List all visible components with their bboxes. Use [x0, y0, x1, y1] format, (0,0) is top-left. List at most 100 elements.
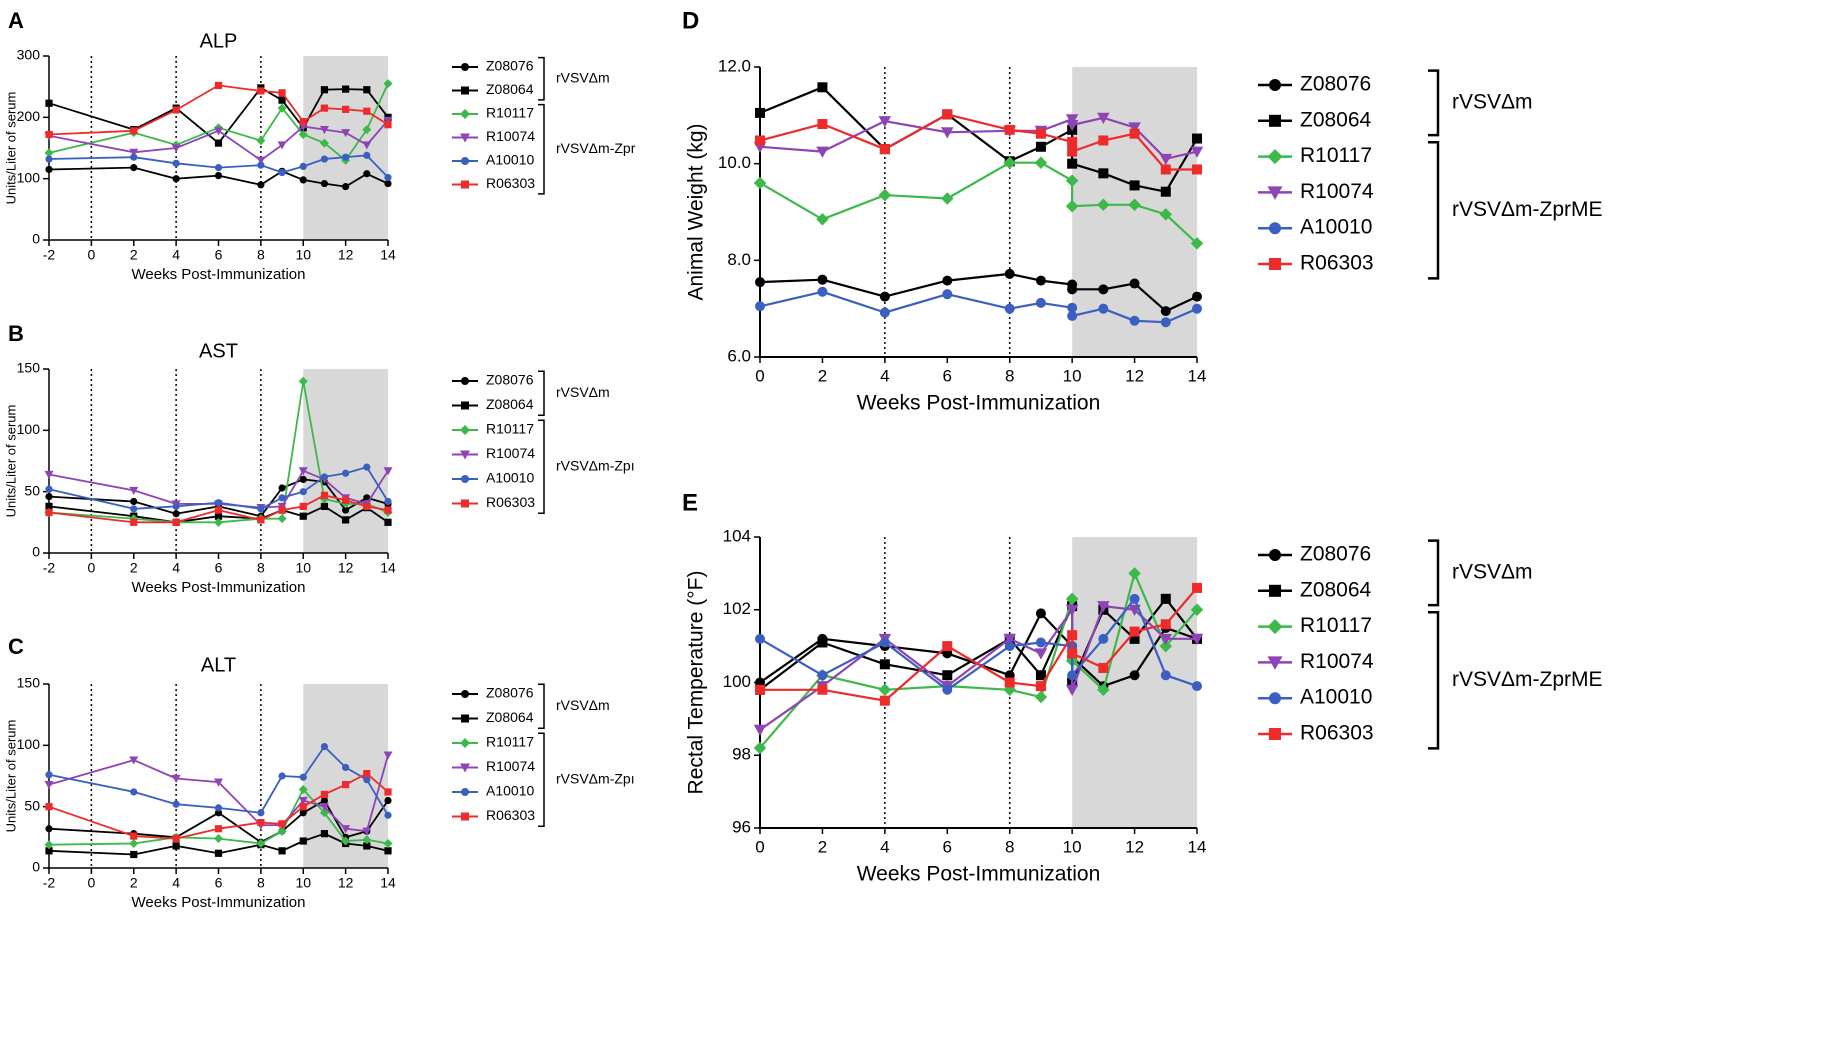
x-axis-label-B: Weeks Post-Immunization: [132, 579, 306, 596]
data-point-R06303: [1129, 626, 1140, 637]
data-point-Z08076: [1004, 268, 1015, 279]
data-point-R10074: [1065, 114, 1079, 126]
y-axis-label-B: Units/Liter of serum: [3, 405, 18, 518]
legend-label-R06303: R06303: [486, 807, 535, 823]
y-tick-label-A: 100: [17, 169, 41, 185]
legend-marker-Z08064: [461, 714, 469, 723]
x-tick-label-B: 2: [130, 560, 138, 576]
series-line-Z08076: [759, 272, 1198, 313]
data-point-R10074: [214, 127, 223, 136]
data-point-R10074: [298, 467, 308, 476]
data-point-R06303: [130, 832, 138, 840]
data-point-R06303: [363, 502, 371, 510]
data-point-R06303: [384, 506, 392, 514]
data-point-R10117: [298, 784, 308, 794]
x-tick-label-A: 8: [257, 247, 265, 263]
series-A-R06303: [45, 81, 392, 139]
series-E-R06303: [755, 582, 1202, 706]
data-point-A10010: [1160, 670, 1171, 681]
data-point-R10117: [1159, 208, 1173, 221]
legend-marker-R10074: [1267, 186, 1283, 200]
data-point-R10074: [1034, 648, 1048, 660]
legend-label-Z08064: Z08064: [1300, 578, 1372, 601]
data-point-A10010: [942, 289, 953, 300]
legend-marker-A10010: [1269, 222, 1281, 235]
data-point-A10010: [214, 499, 223, 507]
data-point-R06303: [257, 516, 265, 524]
x-tick-label-B: 0: [87, 560, 95, 576]
data-point-A10010: [1098, 633, 1109, 644]
data-point-A10010: [278, 772, 286, 780]
legend-label-A10010: A10010: [486, 783, 534, 799]
legend-marker-R10074: [460, 133, 470, 143]
legend-marker-Z08076: [1269, 549, 1281, 561]
data-point-A10010: [755, 301, 765, 312]
y-tick-label-E: 98: [732, 745, 751, 764]
data-point-R10074: [1003, 633, 1016, 646]
series-B-R06303: [45, 491, 392, 526]
data-point-Z08064: [363, 86, 371, 94]
data-point-R06303: [1098, 662, 1109, 673]
data-point-R10117: [1034, 690, 1048, 704]
data-point-R10117: [1065, 199, 1079, 213]
legend-marker-Z08064: [461, 401, 469, 410]
legend-label-Z08076: Z08076: [1300, 543, 1371, 566]
data-point-A10010: [363, 463, 371, 471]
data-point-R06303: [342, 780, 350, 789]
data-point-Z08064: [942, 670, 953, 681]
data-point-R06303: [1067, 630, 1078, 641]
data-point-Z08076: [214, 172, 223, 180]
legend-label-Z08076: Z08076: [486, 685, 534, 701]
x-tick-label-C: 4: [172, 875, 180, 891]
legend-bracket-control: [1428, 69, 1440, 137]
data-point-Z08064: [879, 659, 890, 670]
data-point-R06303: [1035, 128, 1046, 139]
data-point-R10117: [1128, 567, 1141, 580]
legend-marker-Z08076: [1269, 79, 1281, 91]
data-point-R10117: [362, 125, 372, 135]
data-point-R10117: [383, 79, 393, 89]
x-tick-label-B: 12: [338, 560, 354, 576]
data-point-A10010: [1129, 315, 1140, 326]
y-tick-label-E: 102: [723, 599, 751, 618]
data-point-R06303: [755, 684, 765, 695]
x-tick-label-E: 6: [943, 837, 952, 856]
data-point-Z08064: [1129, 180, 1140, 191]
data-point-Z08064: [384, 518, 392, 526]
x-tick-label-B: 14: [380, 560, 396, 576]
legend-label-Z08064: Z08064: [486, 396, 534, 412]
y-tick-label-E: 104: [723, 526, 751, 545]
x-tick-label-C: -2: [43, 875, 56, 891]
x-tick-label-C: 10: [295, 875, 311, 891]
data-point-R06303: [384, 121, 392, 129]
data-point-R10074: [341, 825, 351, 834]
chart-title-B: AST: [199, 340, 238, 362]
panel-letter-C: C: [8, 634, 24, 659]
series-B-A10010: [45, 463, 392, 513]
data-point-R10074: [383, 751, 393, 760]
data-point-R10117: [1065, 174, 1079, 187]
series-line-A10010: [759, 597, 1198, 691]
data-point-Z08076: [299, 475, 307, 483]
data-point-R06303: [299, 502, 307, 510]
data-point-R10117: [298, 130, 308, 140]
legend-marker-R06303: [461, 180, 469, 189]
legend-label-Z08076: Z08076: [486, 58, 534, 74]
series-C-R06303: [45, 769, 392, 843]
data-point-A10010: [879, 637, 890, 648]
y-tick-label-B: 150: [17, 360, 41, 376]
x-tick-label-A: 6: [215, 247, 223, 263]
data-point-R06303: [172, 518, 180, 526]
data-point-R10117: [1065, 592, 1079, 606]
data-point-Z08076: [320, 179, 329, 188]
data-point-R06303: [278, 820, 286, 828]
data-point-A10010: [299, 488, 307, 496]
data-point-Z08064: [342, 85, 350, 93]
x-tick-label-E: 14: [1188, 837, 1207, 856]
data-point-R10117: [1097, 198, 1110, 211]
data-point-R10074: [941, 127, 954, 139]
data-point-A10010: [363, 151, 371, 159]
y-tick-label-A: 200: [17, 108, 41, 124]
shaded-region-A: [303, 56, 388, 240]
data-point-R10117: [878, 683, 892, 697]
